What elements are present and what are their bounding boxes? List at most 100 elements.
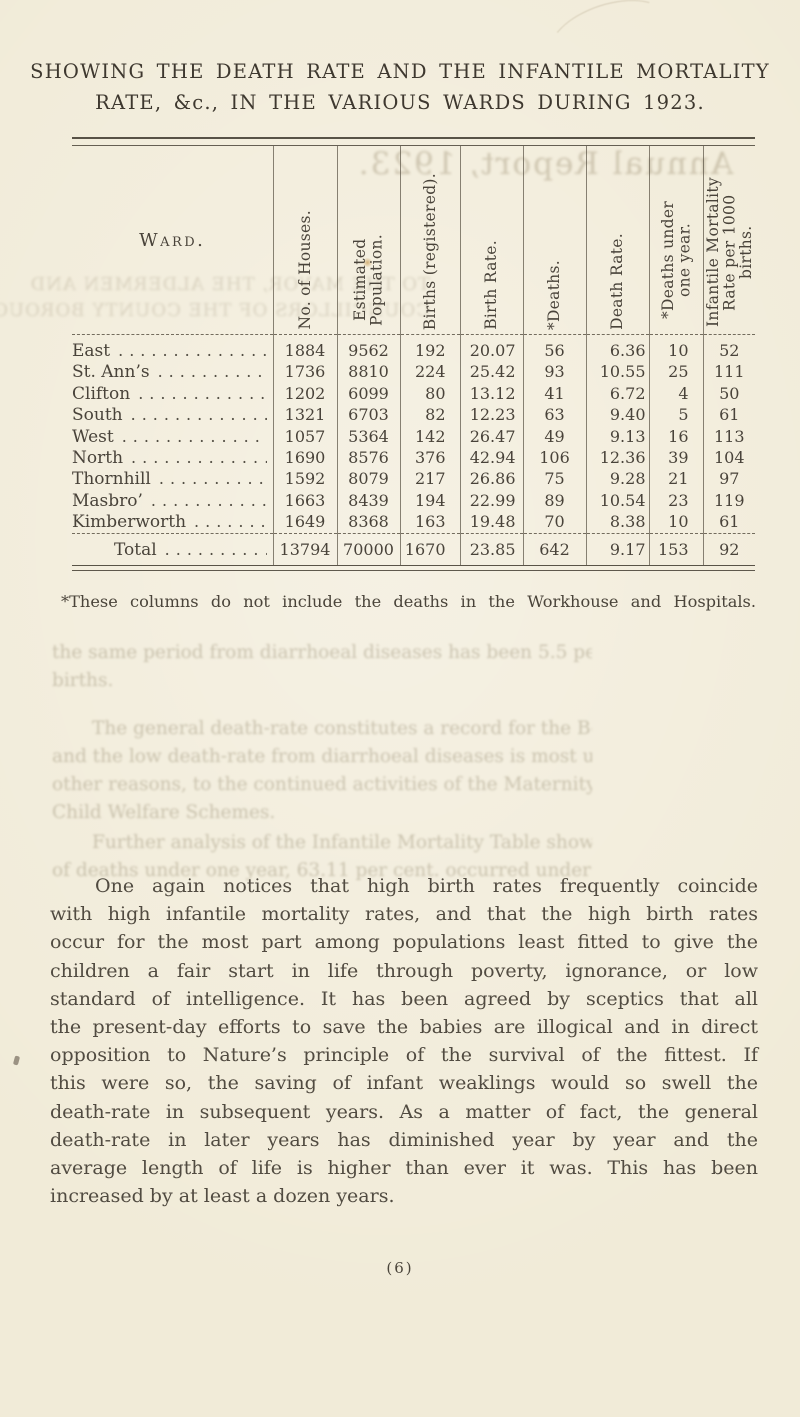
value-cell: 50: [702, 382, 755, 405]
paragraph-line: opposition to Nature’s principle of the …: [50, 1044, 758, 1067]
value-cell: 642: [522, 532, 586, 566]
value-cell: 13794: [272, 532, 337, 566]
ward-name: Masbro’: [72, 490, 143, 511]
paragraph-line: death-rate in later years has diminished…: [50, 1128, 758, 1151]
value-cell: 25.42: [459, 361, 523, 383]
dot-leader: [151, 490, 267, 511]
column-header-birth-rate: Birth Rate.: [459, 146, 523, 335]
value-cell: 1649: [272, 511, 337, 534]
value-cell: 9.40: [585, 404, 649, 426]
dot-leader: [138, 383, 266, 404]
value-cell: 8.38: [585, 511, 649, 534]
value-cell: 22.99: [459, 489, 523, 512]
column-header-ward: Ward.: [72, 146, 273, 335]
dot-leader: [158, 361, 267, 382]
ward-name-cell: East: [72, 335, 273, 361]
value-cell: 61: [702, 511, 755, 534]
value-cell: 192: [399, 334, 460, 362]
ward-name-cell: St. Ann’s: [72, 361, 273, 382]
column-header-label: *Deaths under one year.: [658, 200, 693, 320]
paragraph-line: standard of intelligence. It has been ag…: [50, 987, 758, 1010]
column-header-deaths-under-one: *Deaths under one year.: [648, 146, 703, 335]
value-cell: 70: [522, 511, 586, 534]
paragraph-line: the present-day efforts to save the babi…: [50, 1015, 758, 1038]
value-cell: 10: [648, 511, 703, 534]
value-cell: 63: [522, 404, 586, 426]
value-cell: 70000: [336, 532, 400, 566]
value-cell: 82: [399, 404, 460, 426]
column-header-houses: No. of Houses.: [272, 146, 337, 335]
value-cell: 12.36: [585, 447, 649, 469]
ward-name-cell: Total: [72, 533, 273, 565]
value-cell: 163: [399, 511, 460, 534]
value-cell: 16: [648, 425, 703, 448]
value-cell: 75: [522, 468, 586, 490]
value-cell: 1057: [272, 425, 337, 448]
column-header-label: Births (registered).: [420, 172, 439, 330]
value-cell: 9.28: [585, 468, 649, 490]
paragraph-line: death-rate in subsequent years. As a mat…: [50, 1100, 758, 1123]
show-through-ghost-line: Child Welfare Schemes.: [52, 802, 276, 823]
value-cell: 19.48: [459, 511, 523, 534]
value-cell: 10.54: [585, 489, 649, 512]
value-cell: 1592: [272, 468, 337, 490]
dot-leader: [131, 447, 266, 468]
value-cell: 8576: [336, 447, 400, 469]
value-cell: 10: [648, 334, 703, 362]
value-cell: 97: [702, 468, 755, 490]
value-cell: 26.47: [459, 425, 523, 448]
value-cell: 111: [702, 361, 755, 383]
value-cell: 9562: [336, 334, 400, 362]
value-cell: 5364: [336, 425, 400, 448]
column-header-infantile-mortality: Infantile Mortality Rate per 1000 births…: [702, 146, 755, 335]
value-cell: 8368: [336, 511, 400, 534]
value-cell: 376: [399, 447, 460, 469]
value-cell: 23: [648, 489, 703, 512]
ward-name-cell: Clifton: [72, 383, 273, 404]
paragraph-line: this were so, the saving of infant weakl…: [50, 1072, 758, 1095]
value-cell: 1690: [272, 447, 337, 469]
paragraph-line: occur for the most part among population…: [50, 931, 758, 954]
table-footnote: *These columns do not include the deaths…: [61, 592, 756, 611]
column-header-label: Estimated Population.: [351, 234, 386, 326]
ward-name: West: [72, 426, 114, 447]
value-cell: 8810: [336, 361, 400, 383]
ward-name: Clifton: [72, 383, 131, 404]
column-header-label: Infantile Mortality Rate per 1000 births…: [703, 177, 755, 328]
ward-name-cell: South: [72, 404, 273, 425]
column-header-deaths: *Deaths.: [522, 146, 586, 335]
value-cell: 194: [399, 489, 460, 512]
ward-name: South: [72, 405, 123, 426]
ward-name: East: [72, 341, 111, 361]
ward-name: Kimberworth: [72, 512, 187, 533]
ward-name-cell: West: [72, 426, 273, 447]
value-cell: 6703: [336, 404, 400, 426]
value-cell: 89: [522, 489, 586, 512]
dot-leader: [194, 511, 266, 532]
value-cell: 1321: [272, 404, 337, 426]
page-title: SHOWING THE DEATH RATE AND THE INFANTILE…: [0, 57, 800, 118]
value-cell: 41: [522, 382, 586, 405]
dot-leader: [131, 404, 267, 425]
value-cell: 20.07: [459, 334, 523, 362]
value-cell: 26.86: [459, 468, 523, 490]
value-cell: 80: [399, 382, 460, 405]
show-through-ghost-line: other reasons, to the continued activiti…: [52, 774, 592, 795]
value-cell: 13.12: [459, 382, 523, 405]
value-cell: 153: [648, 532, 703, 566]
value-cell: 52: [702, 334, 755, 362]
value-cell: 56: [522, 334, 586, 362]
ward-name: Thornhill: [72, 469, 151, 490]
value-cell: 8079: [336, 468, 400, 490]
column-header-label: Death Rate.: [608, 233, 627, 330]
value-cell: 12.23: [459, 404, 523, 426]
paragraph-line: with high infantile mortality rates, and…: [50, 903, 758, 926]
page-number: (6): [386, 1259, 414, 1277]
title-line-1: SHOWING THE DEATH RATE AND THE INFANTILE…: [30, 60, 770, 83]
paragraph-line: One again notices that high birth rates …: [95, 875, 758, 897]
